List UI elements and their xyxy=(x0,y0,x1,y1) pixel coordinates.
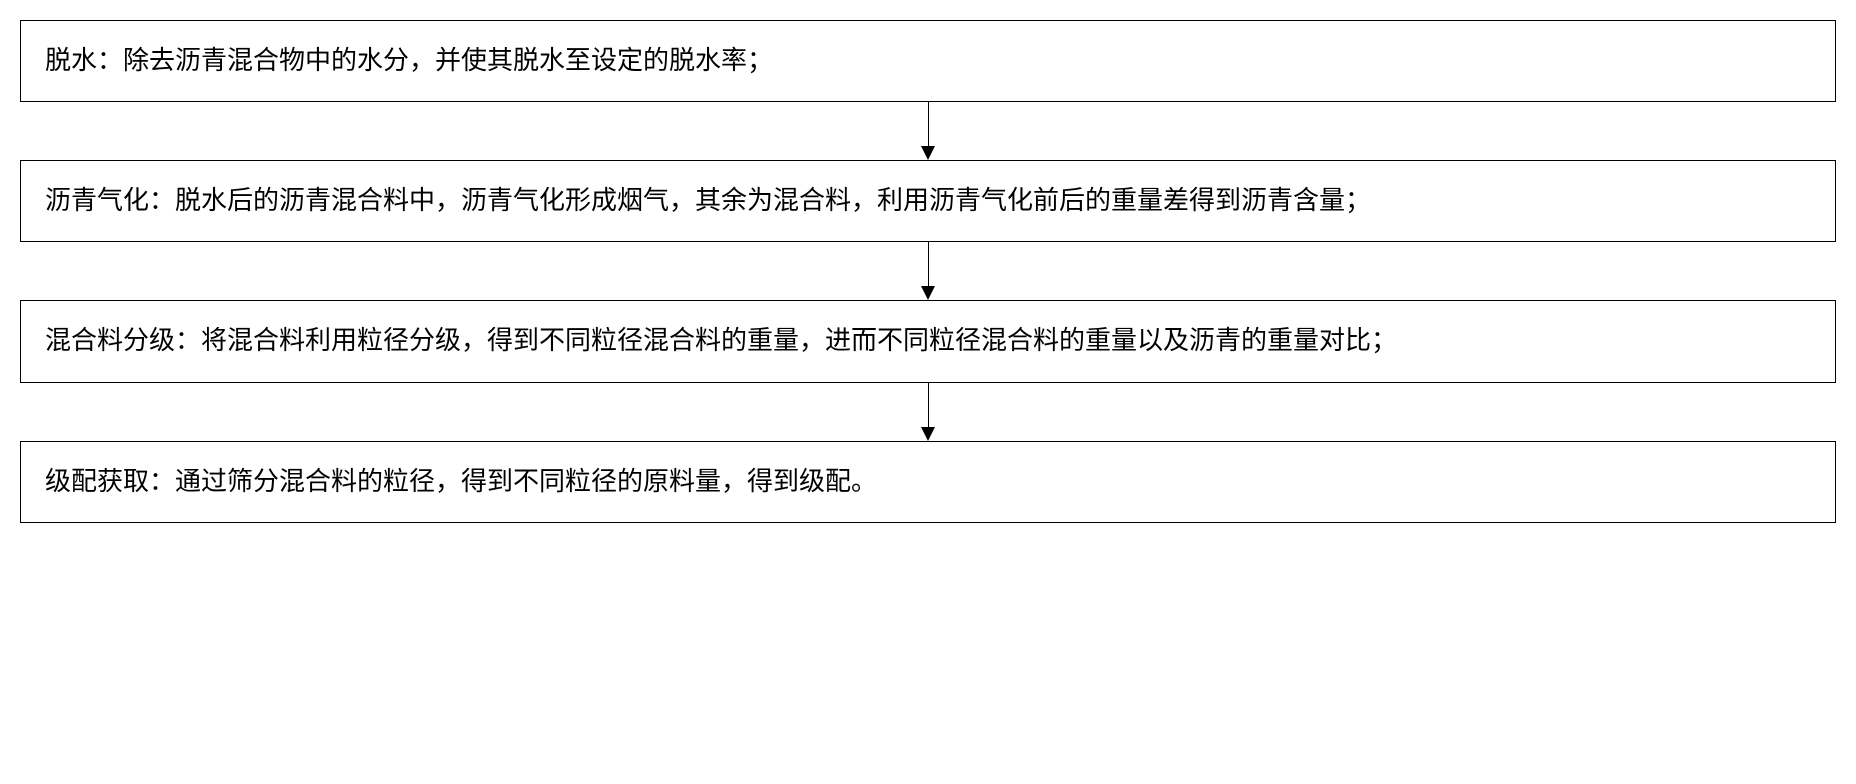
flow-step-2-text: 沥青气化：脱水后的沥青混合料中，沥青气化形成烟气，其余为混合料，利用沥青气化前后… xyxy=(45,186,1371,215)
arrow-head-icon xyxy=(921,286,935,300)
arrow-line-icon xyxy=(928,383,929,427)
arrow-1 xyxy=(921,102,935,160)
arrow-line-icon xyxy=(928,242,929,286)
flow-step-3: 混合料分级：将混合料利用粒径分级，得到不同粒径混合料的重量，进而不同粒径混合料的… xyxy=(20,300,1836,382)
flow-step-3-text: 混合料分级：将混合料利用粒径分级，得到不同粒径混合料的重量，进而不同粒径混合料的… xyxy=(45,326,1397,355)
flow-step-4-text: 级配获取：通过筛分混合料的粒径，得到不同粒径的原料量，得到级配。 xyxy=(45,467,877,496)
arrow-line-icon xyxy=(928,102,929,146)
flowchart-container: 脱水：除去沥青混合物中的水分，并使其脱水至设定的脱水率； 沥青气化：脱水后的沥青… xyxy=(20,20,1836,523)
arrow-head-icon xyxy=(921,146,935,160)
arrow-2 xyxy=(921,242,935,300)
arrow-3 xyxy=(921,383,935,441)
flow-step-2: 沥青气化：脱水后的沥青混合料中，沥青气化形成烟气，其余为混合料，利用沥青气化前后… xyxy=(20,160,1836,242)
flow-step-1-text: 脱水：除去沥青混合物中的水分，并使其脱水至设定的脱水率； xyxy=(45,46,773,75)
flow-step-4: 级配获取：通过筛分混合料的粒径，得到不同粒径的原料量，得到级配。 xyxy=(20,441,1836,523)
arrow-head-icon xyxy=(921,427,935,441)
flow-step-1: 脱水：除去沥青混合物中的水分，并使其脱水至设定的脱水率； xyxy=(20,20,1836,102)
